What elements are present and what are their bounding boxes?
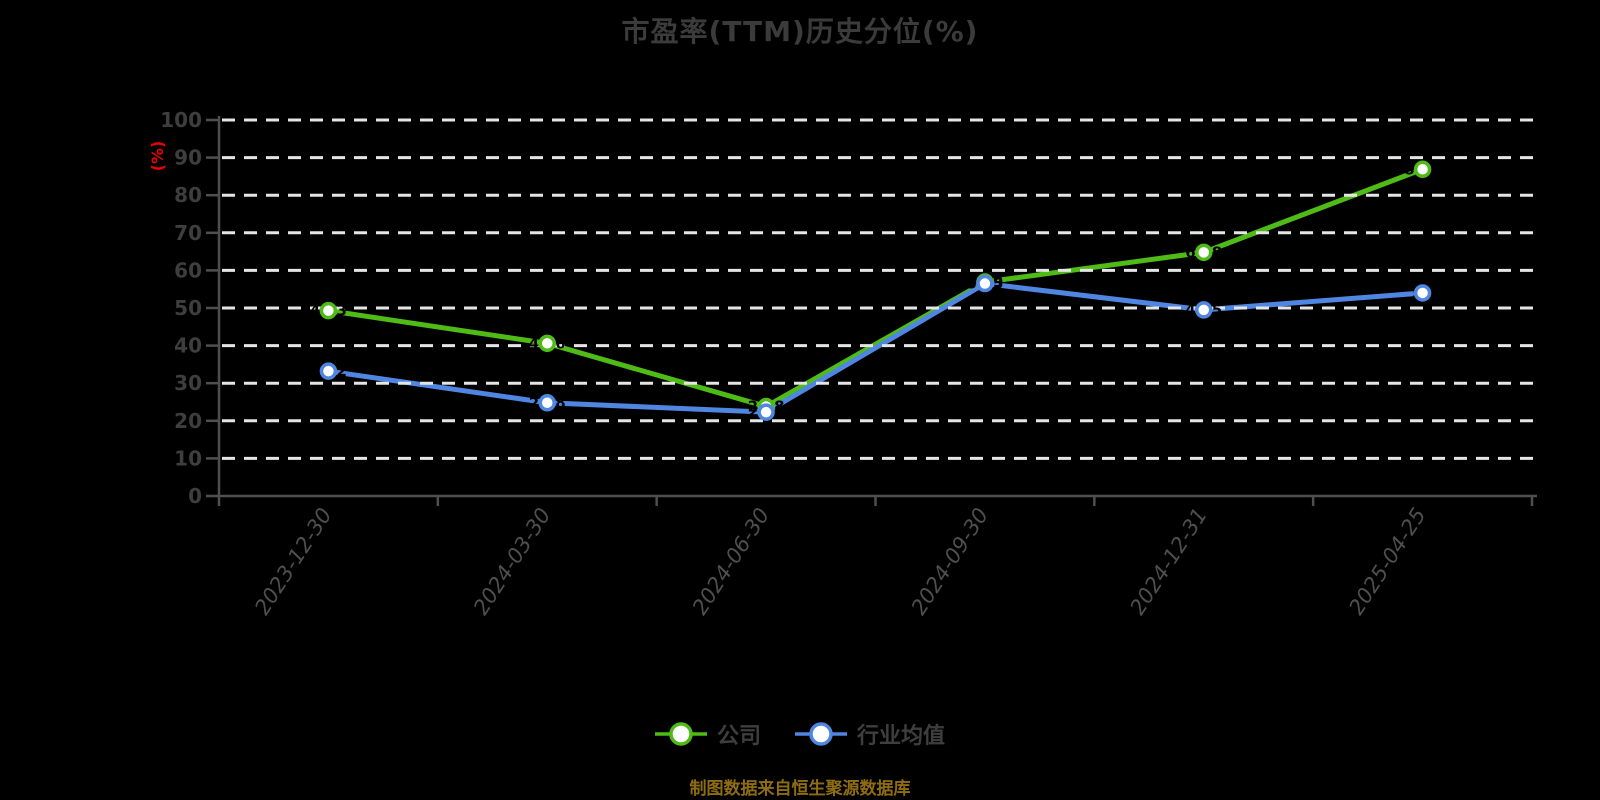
y-axis-tick-label: 20: [174, 409, 202, 433]
series-lines: [325, 166, 1426, 415]
data-point-marker: [1195, 301, 1213, 319]
y-axis-tick-label: 90: [174, 146, 202, 170]
data-point-marker: [1413, 160, 1432, 179]
legend-item-company: 公司: [654, 718, 761, 750]
x-axis-tick-label: 2024-09-30: [907, 504, 994, 619]
chart-title: 市盈率(TTM)历史分位(%): [621, 15, 979, 48]
y-axis-tick-label: 50: [174, 296, 202, 320]
legend-label-industry: 行业均值: [857, 724, 946, 749]
data-point-marker: [757, 403, 775, 421]
y-axis-tick-label: 30: [174, 371, 202, 395]
company-series-markers: [319, 160, 1432, 416]
y-axis-unit-label: (%): [148, 141, 167, 172]
data-labels: 49.340.623.856.964.886.933.224.822.356.5…: [310, 160, 1441, 421]
legend-item-industry: 行业均值: [795, 718, 945, 750]
data-point-marker: [319, 362, 338, 380]
x-axis-tick-label: 2025-04-25: [1344, 504, 1431, 619]
y-axis-tick-label: 40: [174, 334, 202, 358]
x-axis-tick-label: 2024-03-30: [469, 504, 556, 619]
industry-series-markers: [319, 274, 1432, 421]
gridlines: [222, 118, 1537, 460]
x-axis-tick-label: 2024-12-31: [1125, 504, 1212, 619]
legend-circle: [669, 722, 693, 746]
industry-series-line: [325, 281, 1426, 415]
line-chart-canvas: 49.340.623.856.964.886.933.224.822.356.5…: [148, 108, 1537, 619]
y-axis-tick-label: 70: [174, 221, 202, 245]
data-point-marker: [319, 301, 338, 320]
y-axis-tick-label: 0: [188, 484, 202, 508]
data-point-marker: [538, 394, 556, 412]
y-axis-tick-label: 80: [174, 183, 202, 207]
industry-legend-marker-icon: [795, 722, 847, 746]
chart-legend: 公司 行业均值: [0, 718, 1600, 750]
company-series-line: [325, 166, 1426, 410]
company-legend-marker-icon: [654, 722, 707, 746]
legend-label-company: 公司: [716, 724, 761, 749]
x-axis-tick-label: 2023-12-30: [250, 504, 337, 619]
x-axis-tick-label: 2024-06-30: [688, 504, 775, 619]
data-point-marker: [1195, 243, 1213, 262]
data-source-note: 制图数据来自恒生聚源数据库: [689, 779, 911, 799]
data-point-marker: [1413, 284, 1432, 302]
y-axis-tick-label: 60: [174, 258, 202, 282]
data-point-marker: [976, 274, 994, 293]
y-axis-tick-label: 10: [174, 446, 202, 470]
y-axis-tick-label: 100: [160, 108, 202, 132]
legend-circle: [809, 722, 833, 746]
data-point-marker: [538, 334, 556, 353]
